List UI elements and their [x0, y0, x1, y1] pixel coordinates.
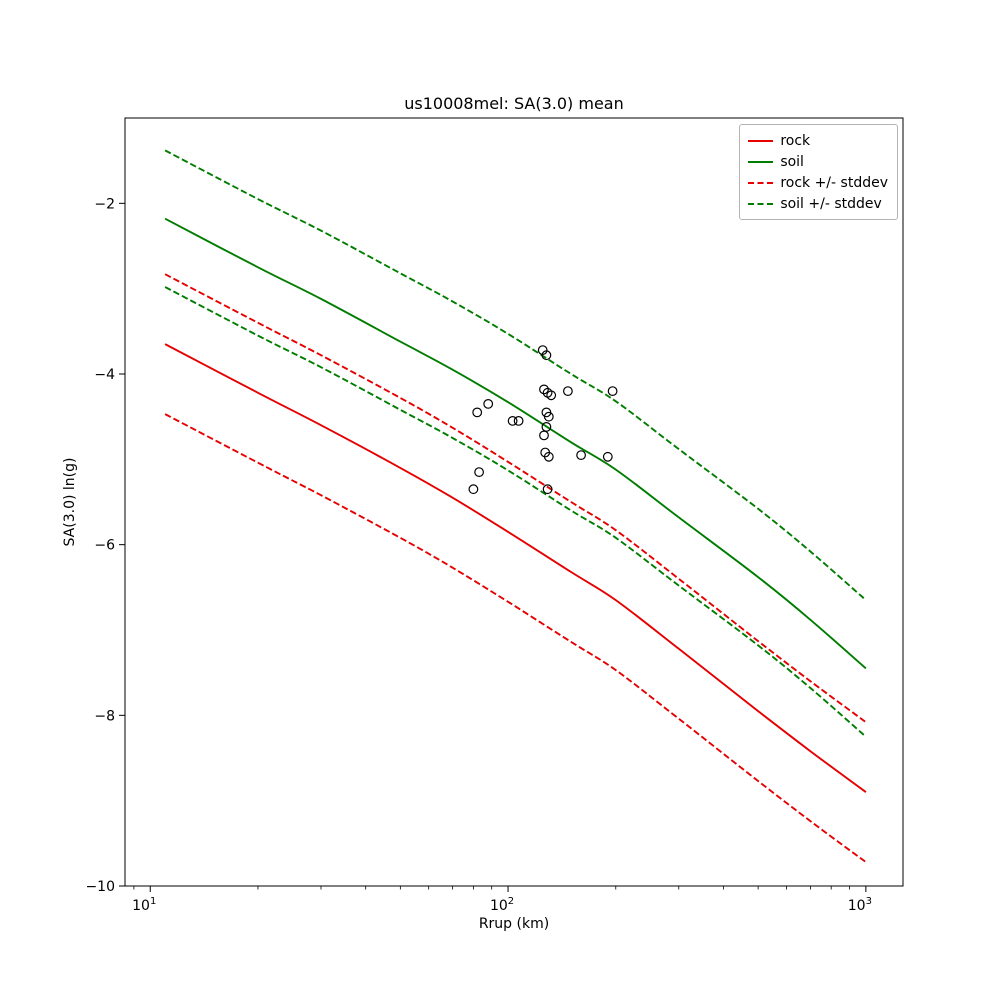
legend-entry-rock-stddev: rock +/- stddev — [748, 172, 888, 193]
x-tick-label: 102 — [490, 896, 514, 914]
legend-label-soil-stddev: soil +/- stddev — [780, 195, 882, 212]
data-point — [513, 416, 524, 426]
data-point — [474, 467, 485, 478]
chart-title: us10008mel: SA(3.0) mean — [404, 94, 624, 113]
legend-label-soil: soil — [780, 153, 804, 170]
curve-rock-stddev-lower — [164, 413, 867, 863]
data-point — [602, 451, 613, 462]
data-point — [543, 451, 554, 462]
legend-entry-soil-stddev: soil +/- stddev — [748, 193, 888, 214]
x-tick-label: 103 — [848, 896, 872, 914]
data-point — [507, 416, 518, 426]
curve-soil — [164, 217, 867, 670]
curve-soil-stddev-lower — [164, 286, 867, 738]
y-axis-label: SA(3.0) ln(g) — [62, 457, 78, 547]
legend: rock soil rock +/- stddev soil +/- stdde… — [739, 124, 898, 220]
data-point — [539, 430, 549, 441]
y-tick-label: −10 — [85, 879, 115, 895]
data-point — [576, 450, 586, 461]
y-tick-label: −6 — [94, 538, 115, 554]
legend-line-sample-soil-stddev — [748, 202, 774, 205]
data-point — [607, 386, 618, 397]
data-point — [542, 484, 553, 495]
y-tick-label: −2 — [94, 196, 115, 212]
data-point — [541, 350, 552, 361]
curve-rock-stddev-upper — [164, 273, 867, 723]
x-axis-label: Rrup (km) — [478, 916, 550, 932]
y-tick-label: −8 — [94, 708, 115, 724]
x-tick-label: 101 — [132, 896, 156, 914]
data-point — [468, 484, 479, 495]
legend-label-rock: rock — [780, 132, 811, 149]
data-point — [543, 411, 554, 422]
legend-label-rock-stddev: rock +/- stddev — [780, 174, 888, 191]
legend-entry-rock: rock — [748, 130, 888, 151]
legend-line-sample-rock — [748, 139, 774, 142]
y-tick-label: −4 — [94, 367, 115, 383]
legend-entry-soil: soil — [748, 151, 888, 172]
legend-line-sample-rock-stddev — [748, 181, 774, 184]
data-point — [539, 384, 549, 395]
curve-rock — [164, 343, 867, 793]
data-point — [546, 390, 557, 401]
data-point — [483, 399, 494, 409]
curve-soil-stddev-upper — [164, 149, 867, 601]
data-point — [472, 407, 483, 418]
data-point — [563, 386, 573, 397]
axes-box — [124, 117, 904, 887]
legend-line-sample-soil — [748, 160, 774, 163]
